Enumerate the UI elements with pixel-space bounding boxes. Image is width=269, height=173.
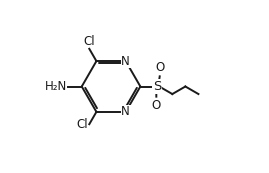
Text: O: O bbox=[155, 61, 165, 74]
Text: N: N bbox=[121, 105, 130, 118]
Text: H₂N: H₂N bbox=[44, 80, 67, 93]
Text: Cl: Cl bbox=[83, 35, 95, 48]
Text: Cl: Cl bbox=[77, 118, 89, 131]
Text: N: N bbox=[121, 55, 130, 68]
Text: S: S bbox=[153, 80, 161, 93]
Text: O: O bbox=[151, 99, 160, 112]
